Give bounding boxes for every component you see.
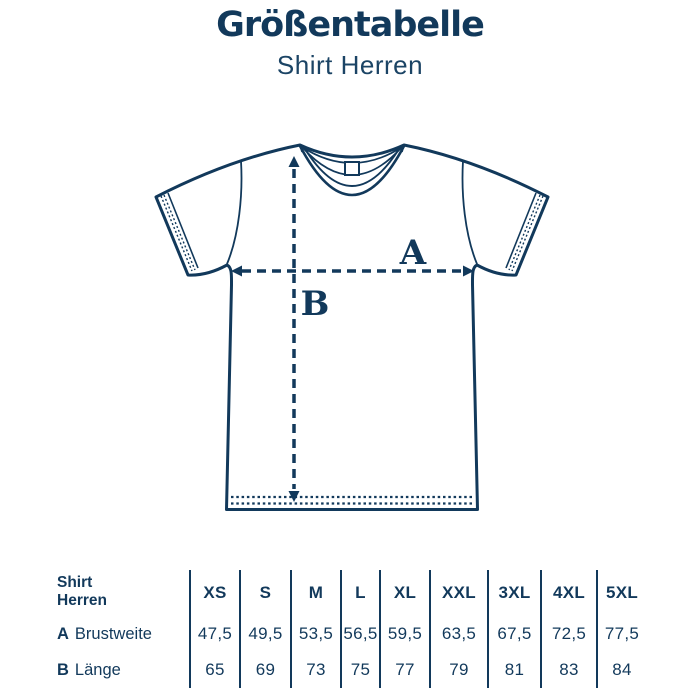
size-header: S <box>259 583 272 602</box>
label-b: B <box>301 284 330 324</box>
left-sleeve-hem-stitch-solid <box>167 192 199 269</box>
measure-arrow-b: B <box>288 156 330 502</box>
value-laenge: 83 <box>559 660 579 679</box>
row-label-brustweite: A Brustweite <box>57 624 152 643</box>
size-header: XS <box>203 583 227 602</box>
tshirt-outline <box>154 143 550 511</box>
row-label-laenge: B Länge <box>57 660 121 679</box>
page-title: Größentabelle <box>216 5 485 45</box>
value-brustweite: 59,5 <box>387 624 423 643</box>
size-header: M <box>308 583 324 602</box>
table-corner-header: Shirt Herren <box>55 570 189 616</box>
table-column-s: S 49,5 69 <box>241 570 292 688</box>
size-header: XL <box>393 583 417 602</box>
size-header: 5XL <box>605 583 639 602</box>
front-neckline <box>298 145 406 197</box>
table-column-xl: XL 59,5 77 <box>381 570 431 688</box>
value-laenge: 79 <box>449 660 469 679</box>
right-sleeve-hem-stitch-dotted-1 <box>511 195 544 272</box>
table-column-xxl: XXL 63,5 79 <box>431 570 489 688</box>
value-laenge: 81 <box>504 660 525 679</box>
table-column-3xl: 3XL 67,5 81 <box>489 570 542 688</box>
value-brustweite: 77,5 <box>604 624 640 643</box>
table-column-l: L 56,5 75 <box>342 570 381 688</box>
value-brustweite: 47,5 <box>197 624 233 643</box>
value-laenge: 73 <box>306 660 326 679</box>
left-sleeve-hem-stitch-dotted-2 <box>163 194 196 271</box>
value-laenge: 84 <box>612 660 632 679</box>
measure-arrow-a: A <box>231 233 474 277</box>
size-header: 4XL <box>552 583 586 602</box>
value-brustweite: 63,5 <box>441 624 477 643</box>
value-brustweite: 49,5 <box>248 624 283 643</box>
arrowhead-right <box>463 265 474 277</box>
value-brustweite: 56,5 <box>343 624 378 643</box>
corner-line-1: Shirt <box>57 574 93 591</box>
value-brustweite: 67,5 <box>497 624 532 643</box>
size-header: L <box>355 583 366 602</box>
right-sleeve-hem-stitch-dotted-2 <box>508 194 541 271</box>
label-a: A <box>399 233 427 273</box>
value-laenge: 69 <box>255 660 276 679</box>
value-laenge: 77 <box>395 660 415 679</box>
size-header: XXL <box>442 583 476 602</box>
table-column-5xl: 5XL 77,5 84 <box>598 570 646 688</box>
collar-notch-right <box>401 144 405 153</box>
right-armhole-seam <box>461 160 478 265</box>
arrowhead-up <box>288 156 300 167</box>
right-sleeve-hem-stitch-solid <box>505 192 537 269</box>
collar-band-curve-3 <box>304 148 400 187</box>
left-armhole-seam <box>226 160 243 265</box>
value-laenge: 65 <box>205 660 225 679</box>
table-column-4xl: 4XL 72,5 83 <box>542 570 598 688</box>
left-sleeve-hem-stitch-dotted-1 <box>160 195 193 272</box>
table-column-m: M 53,5 73 <box>292 570 342 688</box>
size-table: Shirt Herren A Brustweite B Länge XS 47,… <box>55 570 646 688</box>
header: Größentabelle Shirt Herren <box>0 6 700 80</box>
value-laenge: 75 <box>350 660 371 679</box>
arrowhead-left <box>231 265 242 277</box>
collar-notch-left <box>299 144 303 153</box>
page-subtitle: Shirt Herren <box>276 50 424 80</box>
tshirt-diagram: A B <box>154 143 550 511</box>
table-column-labels: Shirt Herren A Brustweite B Länge <box>55 570 191 688</box>
table-column-xs: XS 47,5 65 <box>191 570 241 688</box>
corner-line-2: Herren <box>57 592 107 610</box>
value-brustweite: 72,5 <box>551 624 587 643</box>
arrowhead-down <box>288 491 300 502</box>
value-brustweite: 53,5 <box>298 624 334 643</box>
size-header: 3XL <box>498 583 531 602</box>
neck-label-tag <box>344 161 360 176</box>
